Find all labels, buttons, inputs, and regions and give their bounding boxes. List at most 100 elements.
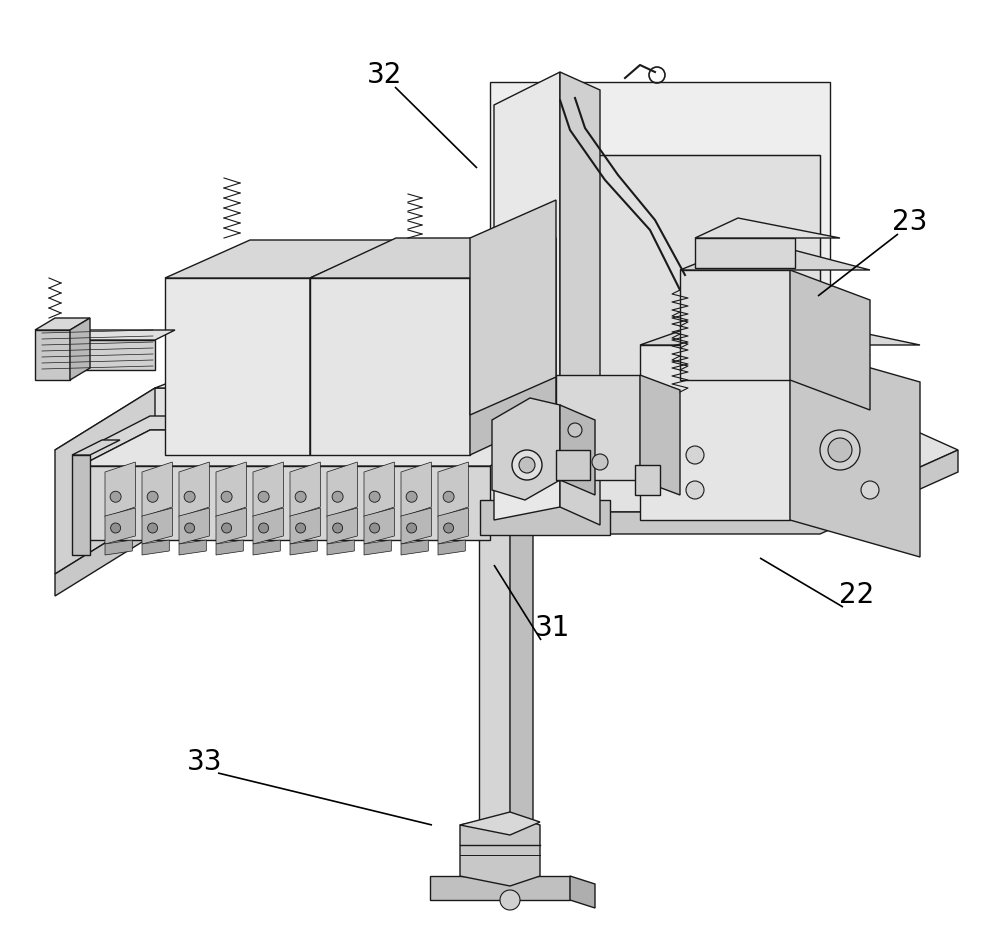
Polygon shape — [253, 508, 283, 544]
Polygon shape — [105, 462, 135, 517]
Circle shape — [110, 491, 121, 502]
Circle shape — [592, 454, 608, 470]
Polygon shape — [55, 450, 958, 596]
Text: 23: 23 — [892, 208, 928, 236]
Polygon shape — [310, 238, 556, 278]
Polygon shape — [401, 540, 428, 555]
Polygon shape — [492, 398, 560, 500]
Circle shape — [568, 423, 582, 437]
Polygon shape — [695, 238, 795, 268]
Polygon shape — [680, 240, 870, 270]
Circle shape — [407, 523, 417, 533]
Polygon shape — [510, 510, 533, 877]
Polygon shape — [179, 462, 209, 517]
Polygon shape — [179, 508, 209, 544]
Text: 32: 32 — [367, 61, 403, 89]
Polygon shape — [680, 270, 790, 380]
Polygon shape — [290, 508, 320, 544]
Polygon shape — [790, 345, 920, 557]
Polygon shape — [35, 318, 90, 330]
Text: 31: 31 — [535, 614, 571, 642]
Polygon shape — [401, 462, 431, 517]
Polygon shape — [327, 540, 354, 555]
Polygon shape — [470, 200, 556, 415]
Polygon shape — [142, 462, 172, 517]
Polygon shape — [72, 455, 90, 555]
Circle shape — [519, 457, 535, 473]
Polygon shape — [494, 72, 560, 520]
Polygon shape — [556, 450, 590, 480]
Circle shape — [111, 523, 121, 533]
Circle shape — [686, 481, 704, 499]
Polygon shape — [55, 388, 958, 512]
Polygon shape — [401, 508, 431, 544]
Polygon shape — [80, 466, 490, 540]
Circle shape — [296, 523, 306, 533]
Polygon shape — [253, 462, 283, 517]
Circle shape — [332, 491, 343, 502]
Polygon shape — [310, 278, 470, 455]
Polygon shape — [216, 508, 246, 544]
Polygon shape — [310, 240, 395, 455]
Polygon shape — [695, 218, 840, 238]
Polygon shape — [35, 330, 70, 380]
Polygon shape — [165, 278, 310, 455]
Polygon shape — [460, 812, 540, 835]
Polygon shape — [155, 355, 870, 388]
Circle shape — [828, 438, 852, 462]
Polygon shape — [165, 240, 395, 278]
Polygon shape — [105, 540, 132, 555]
Circle shape — [147, 491, 158, 502]
Polygon shape — [640, 375, 680, 495]
Polygon shape — [142, 508, 172, 544]
Polygon shape — [364, 508, 394, 544]
Polygon shape — [479, 510, 510, 870]
Polygon shape — [216, 540, 243, 555]
Polygon shape — [364, 540, 391, 555]
Polygon shape — [560, 155, 820, 400]
Polygon shape — [556, 375, 640, 480]
Text: 33: 33 — [187, 748, 223, 776]
Circle shape — [221, 491, 232, 502]
Polygon shape — [179, 540, 206, 555]
Circle shape — [406, 491, 417, 502]
Circle shape — [184, 491, 195, 502]
Circle shape — [444, 523, 454, 533]
Polygon shape — [290, 462, 320, 517]
Polygon shape — [460, 815, 540, 886]
Polygon shape — [216, 462, 246, 517]
Circle shape — [185, 523, 195, 533]
Circle shape — [259, 523, 269, 533]
Polygon shape — [290, 540, 317, 555]
Polygon shape — [635, 465, 660, 495]
Polygon shape — [40, 330, 175, 340]
Circle shape — [148, 523, 158, 533]
Bar — [560, 155, 820, 400]
Polygon shape — [430, 876, 570, 900]
Polygon shape — [640, 345, 790, 520]
Polygon shape — [55, 388, 155, 574]
Polygon shape — [438, 540, 465, 555]
Polygon shape — [364, 462, 394, 517]
Polygon shape — [40, 340, 155, 370]
Polygon shape — [480, 500, 610, 535]
Polygon shape — [570, 876, 595, 908]
Text: 22: 22 — [839, 581, 875, 609]
Circle shape — [369, 491, 380, 502]
Circle shape — [295, 491, 306, 502]
Polygon shape — [72, 440, 120, 455]
Circle shape — [222, 523, 232, 533]
Polygon shape — [253, 540, 280, 555]
Circle shape — [512, 450, 542, 480]
Polygon shape — [560, 405, 595, 495]
Polygon shape — [470, 238, 556, 455]
Circle shape — [500, 890, 520, 910]
Polygon shape — [70, 318, 90, 380]
Polygon shape — [80, 430, 560, 466]
Circle shape — [443, 491, 454, 502]
Polygon shape — [479, 503, 533, 517]
Polygon shape — [105, 508, 135, 544]
Polygon shape — [142, 540, 169, 555]
Circle shape — [686, 446, 704, 464]
Circle shape — [861, 481, 879, 499]
